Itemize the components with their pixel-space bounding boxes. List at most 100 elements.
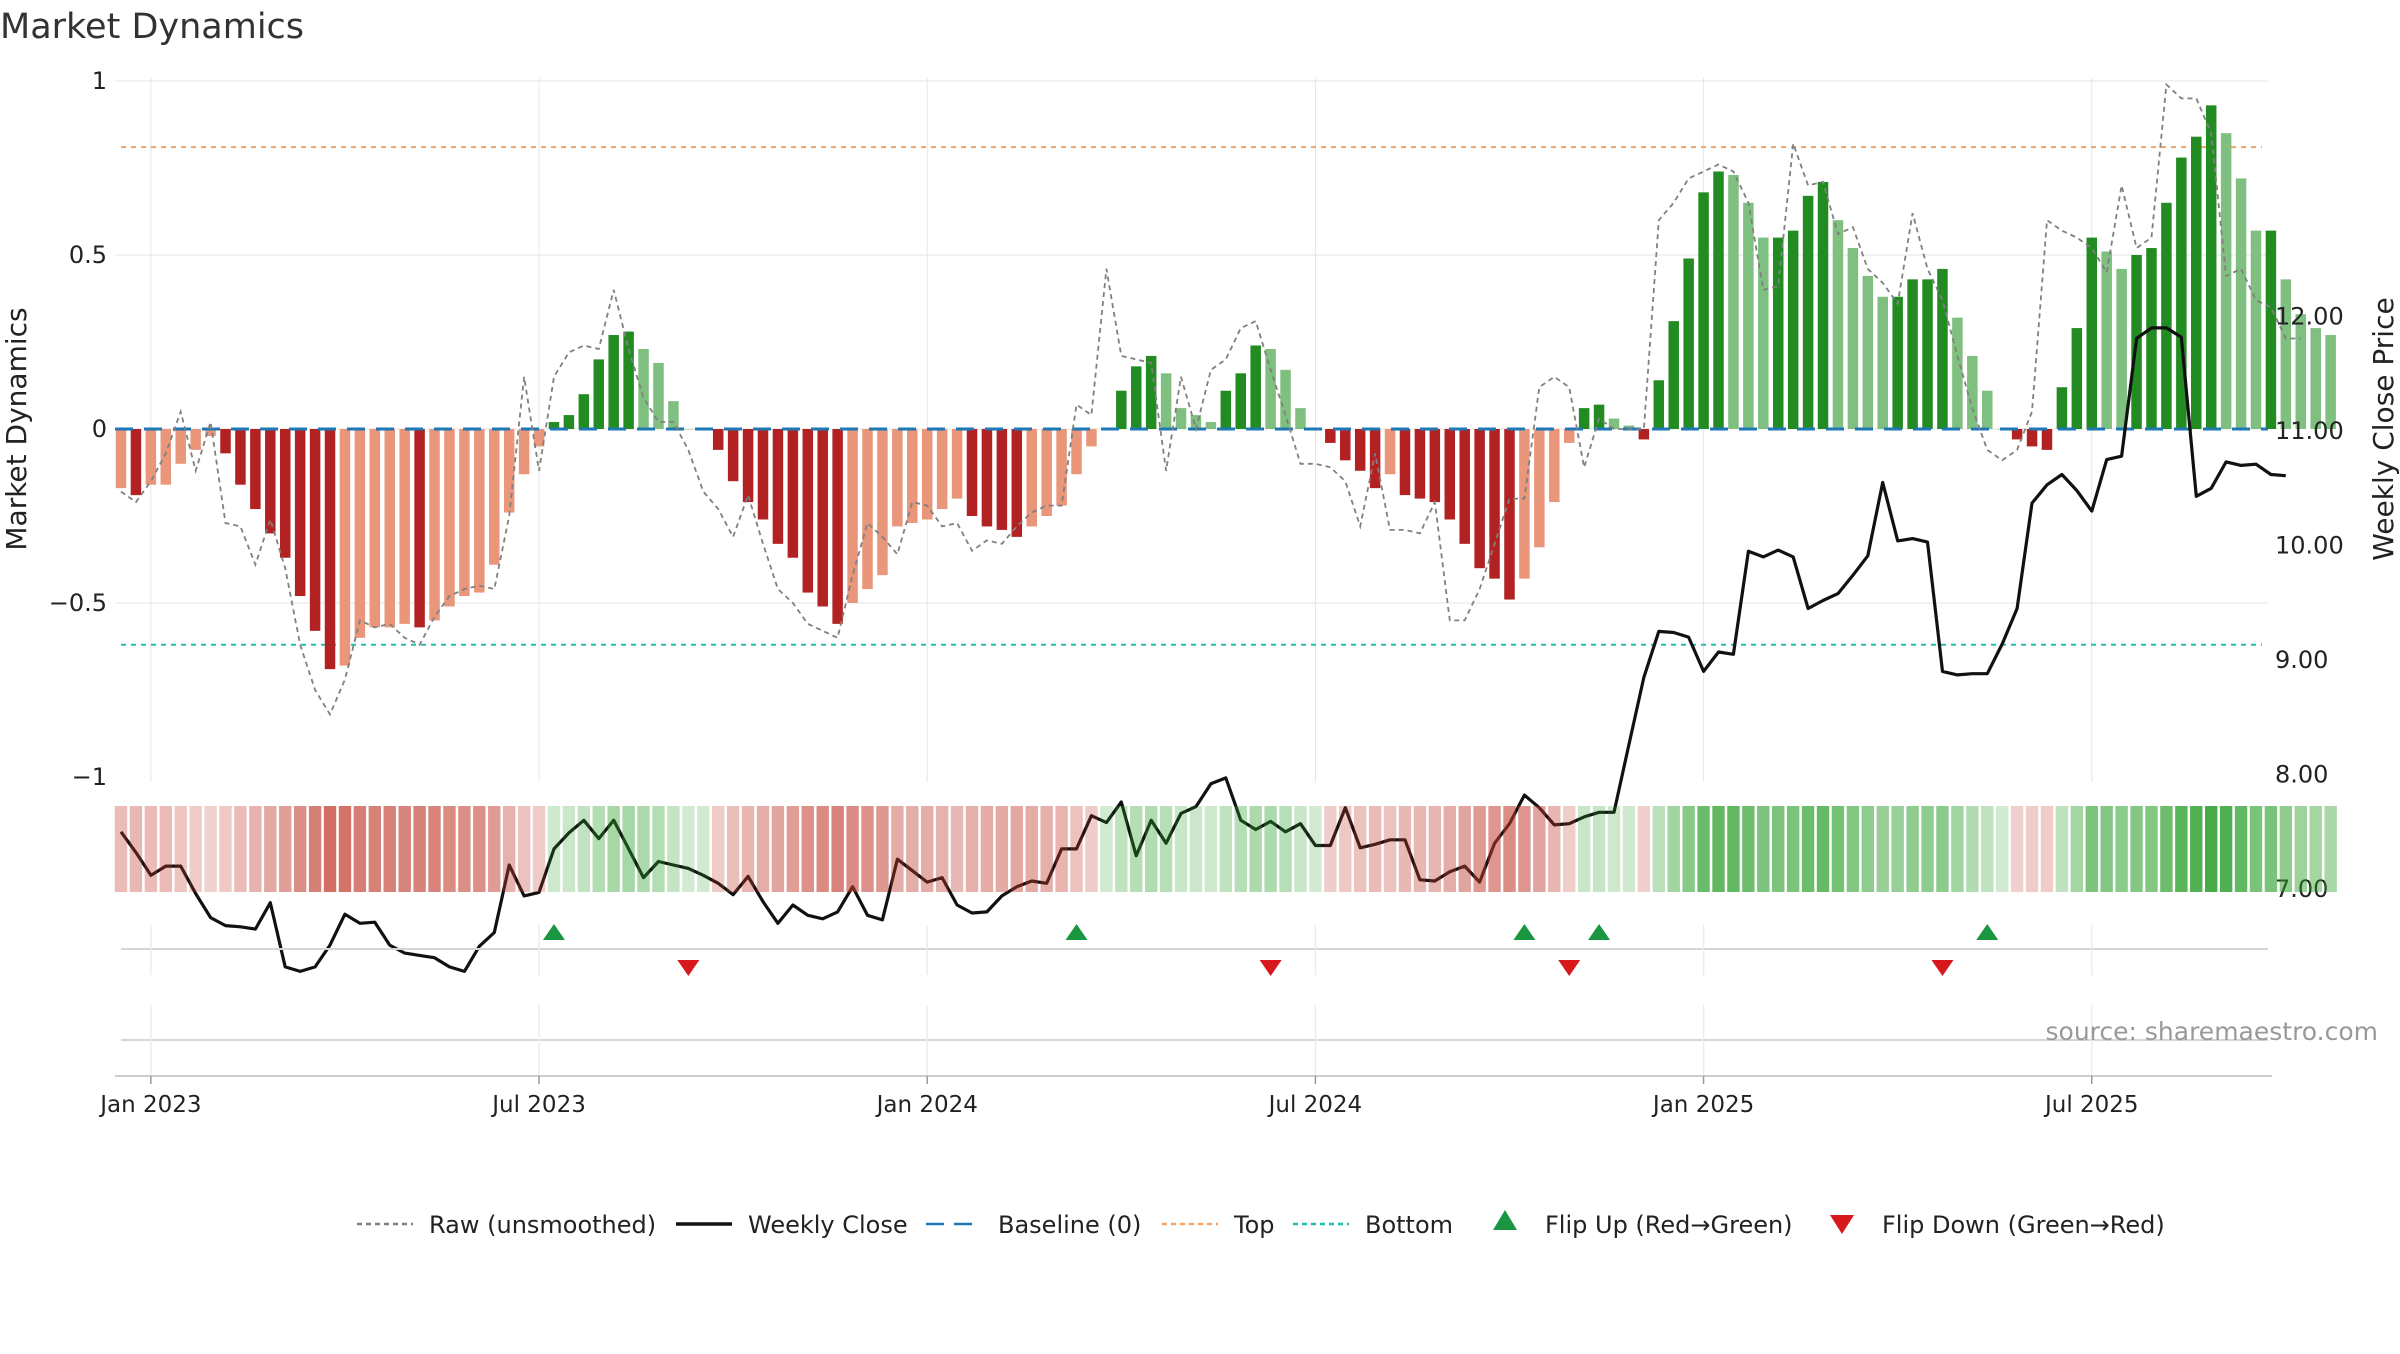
regime-cell xyxy=(2264,806,2278,892)
regime-cell xyxy=(1353,806,1367,892)
regime-cell xyxy=(846,806,859,892)
regime-cell xyxy=(2324,806,2337,892)
dynamics-bar xyxy=(1683,258,1694,429)
regime-cell xyxy=(1966,806,1979,892)
dynamics-bar xyxy=(578,394,590,429)
legend: Raw (unsmoothed) Weekly Close Baseline (0)… xyxy=(357,1210,2165,1239)
regime-cell xyxy=(2175,806,2188,892)
dynamics-bar xyxy=(1340,429,1351,461)
dynamics-bar xyxy=(1026,429,1037,527)
regime-cell xyxy=(1936,806,1949,892)
regime-cell xyxy=(338,806,352,892)
dynamics-bar xyxy=(324,429,336,670)
flip-up-marker xyxy=(1513,924,1536,940)
regime-cell xyxy=(2055,806,2069,892)
regime-cell xyxy=(1204,806,1218,892)
regime-cell xyxy=(1891,806,1904,892)
dynamics-bar xyxy=(1982,390,1993,429)
regime-cell xyxy=(1458,806,1471,892)
dynamics-bar xyxy=(175,429,186,464)
regime-cell xyxy=(2219,806,2233,892)
regime-cell xyxy=(831,806,844,892)
regime-cell xyxy=(816,806,829,892)
dynamics-bar xyxy=(399,429,410,624)
regime-cell xyxy=(965,806,979,892)
dynamics-bar xyxy=(1608,418,1620,429)
dynamics-bar xyxy=(1041,429,1052,516)
dynamics-bar xyxy=(2116,268,2127,429)
regime-cell xyxy=(1383,806,1397,892)
dynamics-bar xyxy=(862,429,873,590)
dynamics-bar xyxy=(907,429,918,523)
dynamics-bar xyxy=(1250,345,1261,429)
regime-cell xyxy=(921,806,934,892)
dynamics-bar xyxy=(653,362,664,429)
dynamics-bar xyxy=(1772,237,1784,429)
regime-cell xyxy=(1189,806,1203,892)
dynamics-bar xyxy=(205,429,216,436)
dynamics-bar xyxy=(1832,220,1844,429)
dynamics-bar xyxy=(981,429,993,527)
regime-cell xyxy=(1368,806,1382,892)
regime-cell xyxy=(353,806,367,892)
regime-cell xyxy=(1294,806,1307,892)
dynamics-bar xyxy=(1444,429,1456,520)
dynamics-bar xyxy=(847,429,858,603)
dynamics-bar xyxy=(892,429,903,527)
legend-label: Weekly Close xyxy=(748,1211,908,1239)
dynamics-bar xyxy=(712,429,724,450)
regime-cell xyxy=(1219,806,1233,892)
regime-cell xyxy=(2025,806,2039,892)
dynamics-bar xyxy=(1758,237,1769,429)
regime-cell xyxy=(234,806,247,892)
regime-cell xyxy=(756,806,770,892)
regime-cell xyxy=(682,806,695,892)
dynamics-bar xyxy=(459,429,470,597)
regime-cell xyxy=(383,806,396,892)
dynamics-bar xyxy=(563,415,575,429)
regime-cell xyxy=(741,806,755,892)
flip-markers xyxy=(121,924,2268,1075)
y2-axis-label: Weekly Close Price xyxy=(2367,297,2400,560)
dynamics-bar xyxy=(115,429,127,489)
regime-cell xyxy=(2190,806,2203,892)
y-axis-label: Market Dynamics xyxy=(0,307,33,550)
dynamics-bar xyxy=(279,429,291,558)
dynamics-bar xyxy=(2011,429,2023,440)
dynamics-bar xyxy=(638,348,649,429)
regime-cell xyxy=(906,806,919,892)
dynamics-bar xyxy=(2250,230,2262,429)
dynamics-bar xyxy=(1160,373,1172,429)
regime-cell xyxy=(995,806,1009,892)
regime-cell xyxy=(1951,806,1964,892)
regime-cell xyxy=(726,806,740,892)
regime-strip xyxy=(114,806,2337,892)
legend-flip-up-icon xyxy=(1493,1210,1517,1230)
regime-cell xyxy=(1786,806,1800,892)
y-tick-label: −1 xyxy=(72,763,107,791)
regime-cell xyxy=(323,806,337,892)
dynamics-bar xyxy=(757,429,769,520)
dynamics-bar xyxy=(2325,335,2336,429)
dynamics-bar xyxy=(1877,296,1888,429)
regime-cell xyxy=(308,806,322,892)
dynamics-bar xyxy=(1862,275,1874,429)
dynamics-bar xyxy=(1713,171,1724,430)
regime-cell xyxy=(114,806,128,892)
dynamics-bar xyxy=(1817,181,1829,429)
dynamics-bar xyxy=(921,429,933,520)
dynamics-bar xyxy=(220,429,231,454)
regime-cell xyxy=(712,806,725,892)
regime-cell xyxy=(1324,806,1337,892)
dynamics-bar xyxy=(1967,355,1978,429)
dynamics-bar xyxy=(1698,192,1709,429)
y-tick-label: 0 xyxy=(92,415,107,443)
regime-cell xyxy=(1622,806,1636,892)
dynamics-bar xyxy=(877,429,888,576)
y2-tick-label: 11.00 xyxy=(2275,417,2344,445)
dynamics-bar xyxy=(2310,328,2321,429)
regime-cell xyxy=(2249,806,2263,892)
dynamics-bar xyxy=(489,429,500,565)
regime-cell xyxy=(159,806,172,892)
regime-cell xyxy=(1652,806,1665,892)
